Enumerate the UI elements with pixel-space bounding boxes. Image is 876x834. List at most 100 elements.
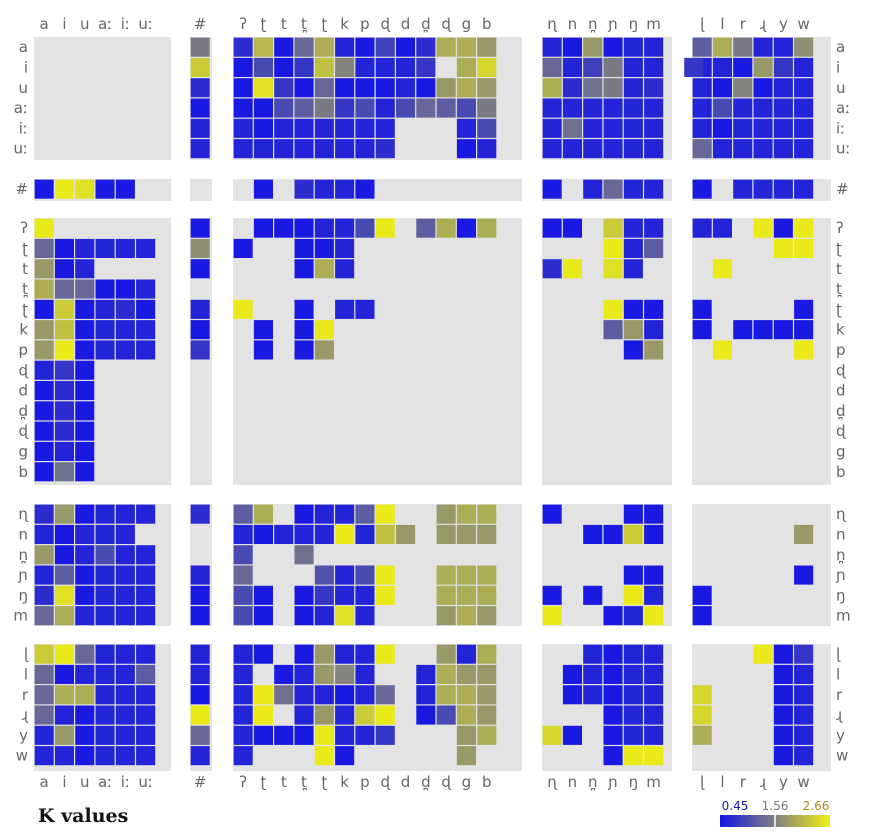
heatmap-cell (644, 705, 664, 725)
y-tick-label-left: u (18, 79, 28, 97)
heatmap-cell (477, 565, 497, 585)
heatmap-cell (375, 139, 395, 159)
heatmap-cell (794, 746, 814, 766)
x-tick-label-top: ɻ (760, 15, 767, 33)
heatmap-cell (753, 57, 773, 77)
heatmap-cell (335, 299, 355, 319)
heatmap-cell (335, 78, 355, 98)
y-tick-label-left: i (24, 59, 28, 77)
heatmap-cell (314, 37, 334, 57)
heatmap-cell (692, 78, 712, 98)
heatmap-cell (477, 118, 497, 138)
heatmap-cell (456, 664, 476, 684)
heatmap-cell (542, 118, 562, 138)
heatmap-cell (623, 320, 643, 340)
heatmap-cell (477, 524, 497, 544)
heatmap-cell (375, 644, 395, 664)
heatmap-cell (416, 98, 436, 118)
heatmap-cell (190, 705, 210, 725)
heatmap-cell (54, 279, 74, 299)
heatmap-cell (456, 565, 476, 585)
heatmap-cell (733, 37, 753, 57)
y-tick-label-right: ɳ (836, 505, 846, 523)
y-tick-label-left: m (13, 607, 28, 625)
heatmap-cell (314, 340, 334, 360)
x-tick-label-top: a (39, 15, 48, 33)
heatmap-cell (190, 98, 210, 118)
heatmap-cell (477, 78, 497, 98)
heatmap-cell (733, 320, 753, 340)
heatmap-cell (34, 664, 54, 684)
y-tick-label-right: ʈ (836, 240, 842, 258)
heatmap-cell (623, 340, 643, 360)
heatmap-cell (95, 340, 115, 360)
heatmap-cell (314, 57, 334, 77)
x-tick-label-bottom: l (720, 773, 724, 791)
heatmap-cell (253, 606, 273, 626)
heatmap-cell (115, 746, 135, 766)
heatmap-cell (233, 98, 253, 118)
heatmap-cell (603, 118, 623, 138)
heatmap-cell (794, 218, 814, 238)
heatmap-cell (562, 725, 582, 745)
heatmap-cell (136, 746, 156, 766)
x-tick-label-top: w (797, 15, 809, 33)
heatmap-cell (542, 179, 562, 199)
heatmap-cell (274, 98, 294, 118)
heatmap-cell (355, 37, 375, 57)
heatmap-cell (75, 685, 95, 705)
heatmap-cell (34, 238, 54, 258)
heatmap-cell (644, 746, 664, 766)
heatmap-cell (355, 585, 375, 605)
heatmap-cell (623, 705, 643, 725)
heatmap-cell (416, 685, 436, 705)
heatmap-cell (190, 685, 210, 705)
x-tick-label-bottom: d̪ (421, 773, 431, 791)
heatmap-cell (375, 565, 395, 585)
block-background (190, 179, 212, 201)
heatmap-cell (773, 725, 793, 745)
heatmap-cell (375, 57, 395, 77)
heatmap-cell (542, 57, 562, 77)
heatmap-cell (603, 218, 623, 238)
heatmap-cell (190, 746, 210, 766)
y-tick-label-right: ɖ (836, 361, 846, 379)
heatmap-cell (456, 746, 476, 766)
legend-min-label: 0.45 (722, 799, 749, 813)
heatmap-cell (436, 565, 456, 585)
heatmap-cell (190, 585, 210, 605)
heatmap-cell (190, 565, 210, 585)
y-tick-label-left: d (18, 382, 28, 400)
heatmap-cell (34, 218, 54, 238)
heatmap-cell (75, 421, 95, 441)
heatmap-cell (274, 78, 294, 98)
heatmap-cell (34, 441, 54, 461)
heatmap-cell (335, 504, 355, 524)
heatmap-cell (623, 524, 643, 544)
heatmap-cell (355, 78, 375, 98)
heatmap-cell (623, 565, 643, 585)
heatmap-cell (456, 606, 476, 626)
heatmap-cell (773, 705, 793, 725)
x-tick-label-top: m (646, 15, 661, 33)
y-tick-label-left: t (22, 260, 28, 278)
x-tick-label-bottom: ɖ (381, 773, 391, 791)
heatmap-cell (190, 259, 210, 279)
heatmap-cell (95, 705, 115, 725)
heatmap-cell (753, 118, 773, 138)
heatmap-cell (75, 705, 95, 725)
heatmap-cell (75, 320, 95, 340)
heatmap-cell (314, 685, 334, 705)
x-tick-label-bottom: w (797, 773, 809, 791)
heatmap-cell (75, 299, 95, 319)
heatmap-cell (542, 78, 562, 98)
x-tick-label-top: l (720, 15, 724, 33)
heatmap-cell (477, 725, 497, 745)
y-tick-label-right: r (836, 686, 843, 704)
heatmap-cell (253, 685, 273, 705)
y-tick-label-left: y (19, 726, 28, 744)
heatmap-cell (644, 299, 664, 319)
heatmap-cell (375, 524, 395, 544)
heatmap-cell (75, 606, 95, 626)
